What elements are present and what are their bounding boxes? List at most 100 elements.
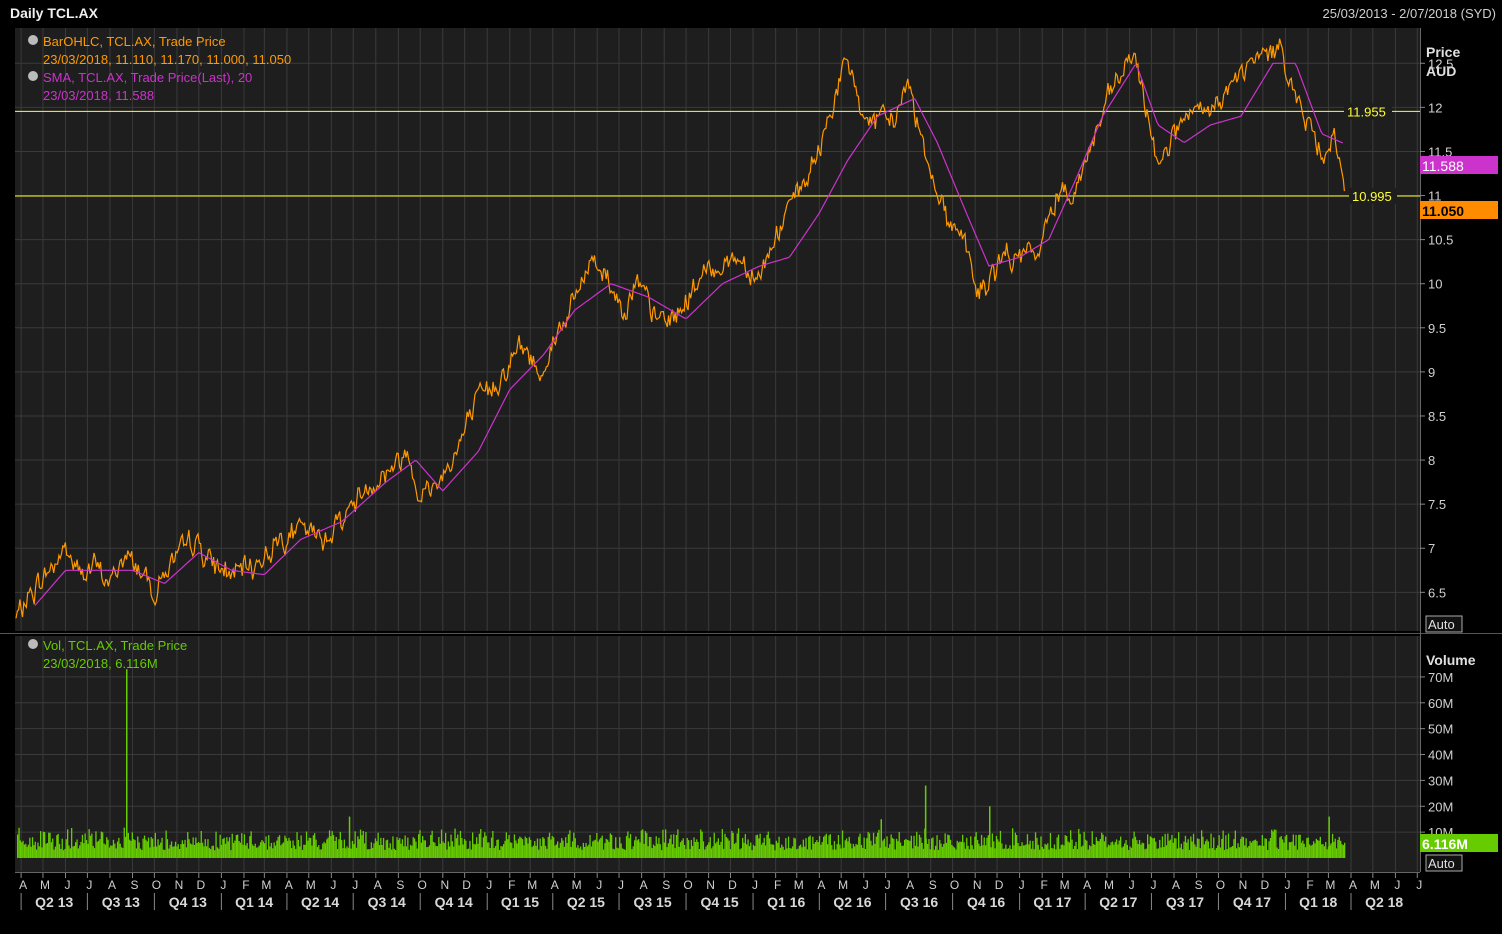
- month-label: S: [131, 878, 139, 892]
- price-tick-label: 10: [1428, 277, 1442, 292]
- volume-legend: Vol, TCL.AX, Trade Price 23/03/2018, 6.1…: [28, 638, 187, 671]
- sma-badge: 11.588: [1420, 156, 1498, 174]
- volume-axis-title: Volume: [1426, 652, 1476, 668]
- volume-legend-label: Vol, TCL.AX, Trade Price: [43, 638, 187, 653]
- quarter-label: Q3 15: [633, 894, 671, 910]
- volume-peak-bar: [880, 819, 882, 858]
- month-label: D: [995, 878, 1004, 892]
- quarter-label: Q2 18: [1365, 894, 1403, 910]
- quarter-label: Q4 13: [169, 894, 207, 910]
- volume-peak-bar: [1328, 816, 1330, 858]
- month-label: D: [1261, 878, 1270, 892]
- legend-toggle-icon[interactable]: [28, 35, 38, 45]
- volume-auto-button[interactable]: Auto: [1425, 854, 1463, 872]
- legend-toggle-icon[interactable]: [28, 71, 38, 81]
- month-label: N: [440, 878, 449, 892]
- horizontal-lines: 11.955 10.995: [15, 103, 1420, 204]
- month-label: A: [906, 878, 914, 892]
- month-label: M: [794, 878, 804, 892]
- month-label: D: [462, 878, 471, 892]
- quarter-label: Q2 13: [35, 894, 73, 910]
- title-bar: Daily TCL.AX 25/03/2013 - 2/07/2018 (SYD…: [0, 0, 1502, 26]
- month-label: S: [662, 878, 670, 892]
- ohlc-legend-label: BarOHLC, TCL.AX, Trade Price: [43, 34, 226, 49]
- month-label: J: [86, 878, 92, 892]
- quarter-label: Q3 16: [900, 894, 938, 910]
- sma-line: [34, 62, 1344, 606]
- quarter-label: Q4 17: [1233, 894, 1271, 910]
- price-tick-label: 7: [1428, 541, 1435, 556]
- horizontal-line-label: 10.995: [1352, 189, 1392, 204]
- month-label: S: [929, 878, 937, 892]
- month-label: J: [863, 878, 869, 892]
- volume-tick-label: 40M: [1428, 748, 1453, 763]
- price-tick-label: 12.5: [1428, 56, 1453, 71]
- price-axis-title: Price: [1426, 44, 1460, 60]
- price-auto-label: Auto: [1428, 617, 1455, 632]
- price-axis-unit: AUD: [1426, 63, 1456, 79]
- window-title: Daily TCL.AX: [10, 5, 98, 21]
- ohlc-legend-values: 23/03/2018, 11.110, 11.170, 11.000, 11.0…: [43, 52, 291, 67]
- month-label: J: [885, 878, 891, 892]
- month-label: A: [551, 878, 559, 892]
- horizontal-line-label: 11.955: [1347, 104, 1386, 119]
- month-label: J: [1284, 878, 1290, 892]
- month-label: J: [1394, 878, 1400, 892]
- legend-toggle-icon[interactable]: [28, 639, 38, 649]
- volume-badge-text: 6.116M: [1422, 836, 1468, 852]
- price-tick-label: 12: [1428, 100, 1442, 115]
- month-label: J: [596, 878, 602, 892]
- quarter-label: Q2 15: [567, 894, 605, 910]
- month-label: A: [108, 878, 116, 892]
- quarter-label: Q4 16: [967, 894, 1005, 910]
- month-label: M: [1060, 878, 1070, 892]
- quarter-label: Q1 14: [235, 894, 273, 910]
- price-line: [15, 38, 1345, 619]
- month-label: M: [1325, 878, 1335, 892]
- price-tick-label: 8.5: [1428, 409, 1446, 424]
- month-label: J: [1129, 878, 1135, 892]
- month-label: J: [618, 878, 624, 892]
- price-auto-button[interactable]: Auto: [1425, 615, 1463, 633]
- ohlc-legend: BarOHLC, TCL.AX, Trade Price 23/03/2018,…: [28, 34, 291, 67]
- month-label: F: [1041, 878, 1048, 892]
- volume-peak-bar: [348, 816, 351, 858]
- month-label: M: [1104, 878, 1114, 892]
- month-label: J: [1150, 878, 1156, 892]
- month-label: J: [752, 878, 758, 892]
- month-label: A: [1083, 878, 1091, 892]
- month-label: J: [486, 878, 492, 892]
- quarter-label: Q1 18: [1299, 894, 1337, 910]
- quarter-label: Q4 14: [435, 894, 473, 910]
- month-label: M: [838, 878, 848, 892]
- price-tick-label: 8: [1428, 453, 1435, 468]
- price-tick-label: 11.5: [1428, 144, 1452, 159]
- volume-tick-label: 60M: [1428, 696, 1453, 711]
- month-label: A: [1172, 878, 1180, 892]
- month-label: M: [261, 878, 271, 892]
- month-label: M: [1370, 878, 1380, 892]
- month-label: M: [527, 878, 537, 892]
- month-label: N: [175, 878, 184, 892]
- quarter-label: Q3 13: [102, 894, 140, 910]
- quarter-label: Q3 17: [1166, 894, 1204, 910]
- volume-auto-label: Auto: [1428, 856, 1455, 871]
- month-label: S: [1195, 878, 1203, 892]
- month-label: J: [220, 878, 226, 892]
- month-label: J: [352, 878, 358, 892]
- quarter-label: Q4 15: [700, 894, 738, 910]
- volume-panel: [15, 636, 1420, 872]
- quarter-label: Q1 15: [501, 894, 539, 910]
- month-label: F: [242, 878, 249, 892]
- sma-legend-values: 23/03/2018, 11.588: [43, 88, 154, 103]
- quarter-label: Q3 14: [368, 894, 406, 910]
- month-label: N: [706, 878, 715, 892]
- month-label: J: [1416, 878, 1422, 892]
- price-tick-label: 9: [1428, 365, 1435, 380]
- volume-badge: 6.116M: [1420, 834, 1498, 852]
- month-label: N: [973, 878, 982, 892]
- sma-legend: SMA, TCL.AX, Trade Price(Last), 20 23/03…: [28, 70, 252, 103]
- price-tick-label: 7.5: [1428, 497, 1446, 512]
- volume-bars: [17, 669, 1346, 858]
